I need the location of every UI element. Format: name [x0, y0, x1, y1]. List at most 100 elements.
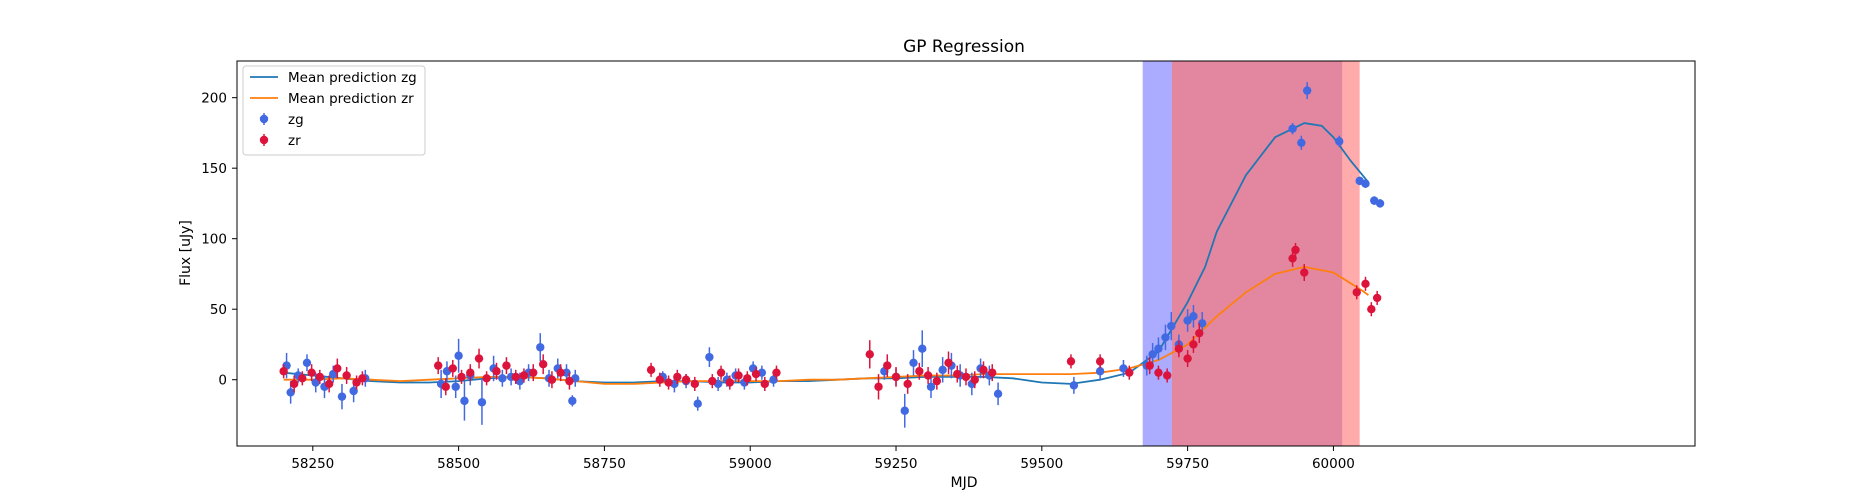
zr-point	[655, 375, 665, 384]
zg-point	[693, 399, 702, 408]
zr-point	[915, 367, 924, 376]
zg-point	[1189, 312, 1198, 321]
zg-point	[926, 382, 936, 391]
zr-point	[708, 376, 717, 386]
zr-point	[457, 372, 466, 382]
zg-point	[337, 392, 347, 401]
zr-point	[923, 371, 933, 380]
zr-point	[1367, 305, 1376, 314]
zr-point	[307, 368, 316, 377]
zr-point	[903, 379, 912, 389]
zr-point	[279, 367, 288, 376]
axes-frame	[236, 60, 1696, 447]
zr-point	[492, 367, 501, 376]
zg-point	[1154, 344, 1163, 353]
zr-point	[1361, 279, 1370, 289]
zr-point	[342, 371, 351, 380]
zg-point	[1161, 333, 1170, 342]
zr-point	[1372, 293, 1382, 303]
zr-point	[1095, 357, 1105, 366]
zr-point	[519, 371, 529, 380]
zg-point	[568, 396, 577, 406]
zr-point	[1066, 357, 1076, 366]
zg-point	[1375, 199, 1385, 208]
y-tick-label: 50	[210, 302, 227, 318]
zg-point	[1119, 364, 1128, 373]
y-tick-label: 0	[218, 373, 227, 389]
zg-point	[536, 343, 545, 352]
zr-point	[725, 378, 735, 387]
zr-point	[333, 364, 342, 373]
data-points	[279, 82, 1385, 428]
legend-label-mean-prediction-zr: Mean prediction zr	[288, 91, 414, 107]
zr-point	[324, 379, 334, 389]
zr-point	[511, 372, 520, 382]
zr-point	[751, 369, 761, 379]
zr-point	[502, 361, 511, 370]
zr-point	[1352, 288, 1361, 297]
zg-point	[900, 406, 909, 415]
zg-point	[1197, 319, 1207, 328]
zr-point	[448, 364, 457, 373]
x-tick-label: 60000	[1312, 456, 1355, 472]
zr-point	[865, 350, 874, 359]
zr-point	[466, 368, 475, 377]
plot-area	[279, 61, 1385, 446]
zr-point	[646, 365, 656, 375]
zg-point	[1167, 321, 1176, 331]
zg-point	[451, 382, 460, 391]
legend-label-mean-prediction-zg: Mean prediction zg	[288, 70, 417, 86]
zr-point	[352, 378, 361, 387]
zr-point	[1291, 245, 1300, 255]
zr-point	[681, 375, 691, 384]
legend-label-zr: zr	[288, 133, 301, 149]
x-tick-label: 58500	[437, 456, 480, 472]
zr-point	[979, 365, 988, 375]
zr-point	[690, 379, 700, 389]
zg-point	[769, 375, 778, 384]
zg-point	[993, 389, 1003, 399]
zg-point	[498, 374, 507, 383]
zr-point	[1189, 340, 1198, 349]
zr-point	[1183, 354, 1192, 363]
zr-point	[529, 368, 538, 377]
x-tick-label: 59750	[1166, 456, 1209, 472]
y-tick-label: 100	[201, 232, 227, 248]
zr-point	[315, 372, 325, 382]
shaded-regions	[1142, 61, 1360, 446]
zr-point	[673, 372, 682, 382]
y-axis-ticks: 0 50 100 150 200	[201, 91, 237, 389]
zr-point	[961, 372, 971, 382]
zr-point	[547, 375, 557, 384]
y-tick-label: 200	[201, 91, 227, 107]
zr-point	[1125, 368, 1134, 377]
zg-point	[1095, 367, 1105, 376]
x-tick-label: 59000	[729, 456, 772, 472]
zr-point	[743, 374, 752, 383]
zg-point	[1361, 179, 1370, 188]
zr-point	[716, 368, 726, 377]
zr-point	[298, 374, 307, 383]
zr-point	[1163, 371, 1172, 380]
zr-point	[1288, 254, 1297, 263]
zr-point	[434, 361, 443, 370]
y-axis-label: Flux [uJy]	[178, 220, 194, 286]
zr-point	[289, 379, 299, 389]
zg-point	[918, 344, 927, 353]
zr-point	[1195, 328, 1204, 338]
zg-point	[562, 368, 571, 377]
zg-point	[302, 358, 312, 367]
legend-box	[242, 65, 426, 156]
zg-point	[938, 365, 947, 375]
zg-point	[1288, 124, 1297, 133]
zr-point	[1300, 268, 1309, 277]
legend-swatch-zr	[259, 135, 269, 145]
legend-entries: Mean prediction zg Mean prediction zr zg zr	[250, 70, 417, 149]
x-tick-label: 58250	[291, 456, 334, 472]
zg-point	[454, 351, 463, 360]
zr-point	[1145, 361, 1154, 370]
chart-title: GP Regression	[903, 37, 1025, 57]
zg-point	[1183, 316, 1192, 325]
zr-point	[565, 376, 574, 386]
